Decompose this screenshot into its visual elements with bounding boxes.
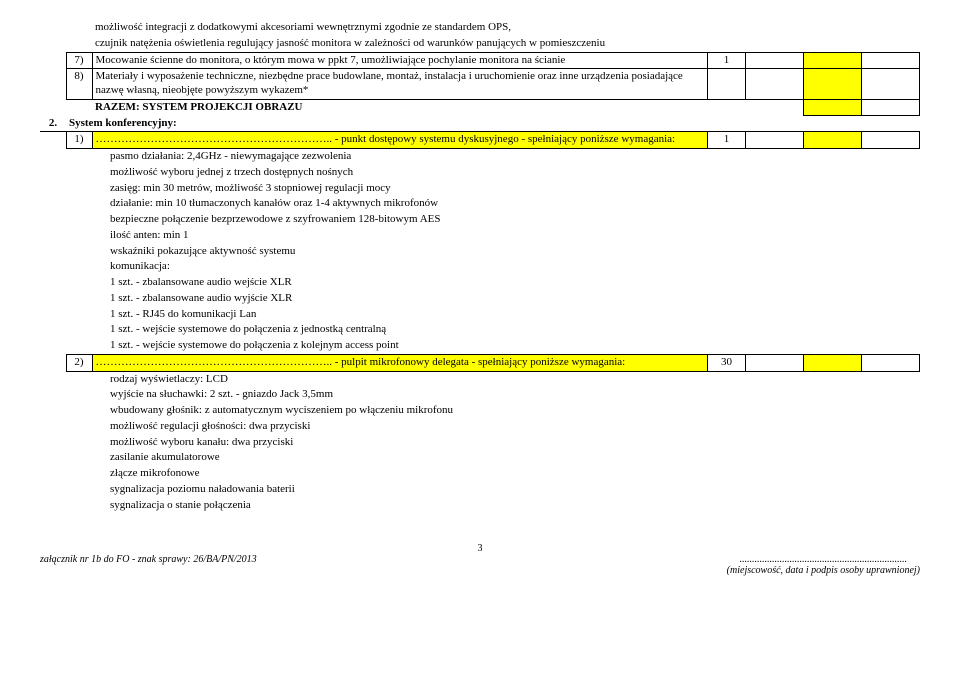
table-row: wbudowany głośnik: z automatycznym wycis… (40, 403, 920, 419)
table-row: 2) ……………………………………………………….. - pulpit mikr… (40, 354, 920, 371)
highlight-cell (804, 354, 862, 371)
spec-text: sygnalizacja poziomu naładowania baterii (92, 482, 708, 498)
table-row: możliwość wyboru kanału: dwa przyciski (40, 435, 920, 451)
spec-text: wbudowany głośnik: z automatycznym wycis… (92, 403, 708, 419)
section-header-row: 2. System konferencyjny: (40, 116, 920, 132)
table-row: możliwość regulacji głośności: dwa przyc… (40, 419, 920, 435)
item-title: ……………………………………………………….. - pulpit mikrofo… (92, 354, 708, 371)
table-row: sygnalizacja poziomu naładowania baterii (40, 482, 920, 498)
spec-text: czujnik natężenia oświetlenia regulujący… (92, 36, 708, 52)
table-row: możliwość integracji z dodatkowymi akces… (40, 20, 920, 36)
spec-text: możliwość wyboru jednej z trzech dostępn… (92, 165, 708, 181)
spec-text: Mocowanie ścienne do monitora, o którym … (92, 52, 708, 69)
table-row: czujnik natężenia oświetlenia regulujący… (40, 36, 920, 52)
table-row: złącze mikrofonowe (40, 466, 920, 482)
table-row: zasilanie akumulatorowe (40, 450, 920, 466)
table-row: 8) Materiały i wyposażenie techniczne, n… (40, 69, 920, 100)
signature-label: (miejscowość, data i podpis osoby uprawn… (727, 565, 920, 576)
table-row: wskaźniki pokazujące aktywność systemu (40, 244, 920, 260)
spec-text: 1 szt. - zbalansowane audio wyjście XLR (92, 291, 708, 307)
table-row: sygnalizacja o stanie połączenia (40, 498, 920, 514)
spec-text: możliwość wyboru kanału: dwa przyciski (92, 435, 708, 451)
table-row: bezpieczne połączenie bezprzewodowe z sz… (40, 212, 920, 228)
highlight-cell (804, 132, 862, 149)
table-row: rodzaj wyświetlaczy: LCD (40, 371, 920, 387)
spec-text: 1 szt. - RJ45 do komunikacji Lan (92, 307, 708, 323)
row-number: 2) (66, 354, 92, 371)
spec-text: rodzaj wyświetlaczy: LCD (92, 371, 708, 387)
footer-left: załącznik nr 1b do FO - znak sprawy: 26/… (40, 554, 257, 565)
table-row: 1 szt. - wejście systemowe do połączenia… (40, 322, 920, 338)
table-row: możliwość wyboru jednej z trzech dostępn… (40, 165, 920, 181)
table-row: 1 szt. - zbalansowane audio wejście XLR (40, 275, 920, 291)
footer: 3 załącznik nr 1b do FO - znak sprawy: 2… (40, 543, 920, 576)
table-row: pasmo działania: 2,4GHz - niewymagające … (40, 149, 920, 165)
table-row: zasięg: min 30 metrów, możliwość 3 stopn… (40, 181, 920, 197)
spec-text: ilość anten: min 1 (92, 228, 708, 244)
table-row: 7) Mocowanie ścienne do monitora, o któr… (40, 52, 920, 69)
table-row: komunikacja: (40, 259, 920, 275)
highlight-cell (804, 69, 862, 100)
spec-text: sygnalizacja o stanie połączenia (92, 498, 708, 514)
signature-line: ........................................… (727, 554, 920, 565)
table-row: wyjście na słuchawki: 2 szt. - gniazdo J… (40, 387, 920, 403)
spec-text: 1 szt. - wejście systemowe do połączenia… (92, 322, 708, 338)
row-number: 1) (66, 132, 92, 149)
table-row: działanie: min 10 tłumaczonych kanałów o… (40, 196, 920, 212)
spec-text: możliwość regulacji głośności: dwa przyc… (92, 419, 708, 435)
section-number: 2. (40, 116, 66, 132)
table-row: 1) ……………………………………………………….. - punkt dostę… (40, 132, 920, 149)
row-number: 7) (66, 52, 92, 69)
spec-text: pasmo działania: 2,4GHz - niewymagające … (92, 149, 708, 165)
spec-text: zasięg: min 30 metrów, możliwość 3 stopn… (92, 181, 708, 197)
section-title: System konferencyjny: (66, 116, 708, 132)
table-row: 1 szt. - wejście systemowe do połączenia… (40, 338, 920, 354)
qty-cell: 1 (708, 52, 746, 69)
spec-text: komunikacja: (92, 259, 708, 275)
highlight-cell (804, 52, 862, 69)
spec-text: złącze mikrofonowe (92, 466, 708, 482)
highlight-cell (804, 99, 862, 115)
qty-cell: 1 (708, 132, 746, 149)
item-title: ……………………………………………………….. - punkt dostępow… (92, 132, 708, 149)
qty-cell: 30 (708, 354, 746, 371)
spec-text: działanie: min 10 tłumaczonych kanałów o… (92, 196, 708, 212)
table-row: 1 szt. - RJ45 do komunikacji Lan (40, 307, 920, 323)
spec-text: zasilanie akumulatorowe (92, 450, 708, 466)
spec-text: 1 szt. - zbalansowane audio wejście XLR (92, 275, 708, 291)
spec-text: bezpieczne połączenie bezprzewodowe z sz… (92, 212, 708, 228)
row-number: 8) (66, 69, 92, 100)
spec-text: wyjście na słuchawki: 2 szt. - gniazdo J… (92, 387, 708, 403)
spec-text: Materiały i wyposażenie techniczne, niez… (92, 69, 708, 100)
table-row: RAZEM: SYSTEM PROJEKCJI OBRAZU (40, 99, 920, 115)
spec-text: 1 szt. - wejście systemowe do połączenia… (92, 338, 708, 354)
section-total: RAZEM: SYSTEM PROJEKCJI OBRAZU (92, 99, 708, 115)
spec-table: możliwość integracji z dodatkowymi akces… (40, 20, 920, 513)
spec-text: wskaźniki pokazujące aktywność systemu (92, 244, 708, 260)
spec-text: możliwość integracji z dodatkowymi akces… (92, 20, 708, 36)
table-row: 1 szt. - zbalansowane audio wyjście XLR (40, 291, 920, 307)
table-row: ilość anten: min 1 (40, 228, 920, 244)
page-number: 3 (40, 543, 920, 554)
